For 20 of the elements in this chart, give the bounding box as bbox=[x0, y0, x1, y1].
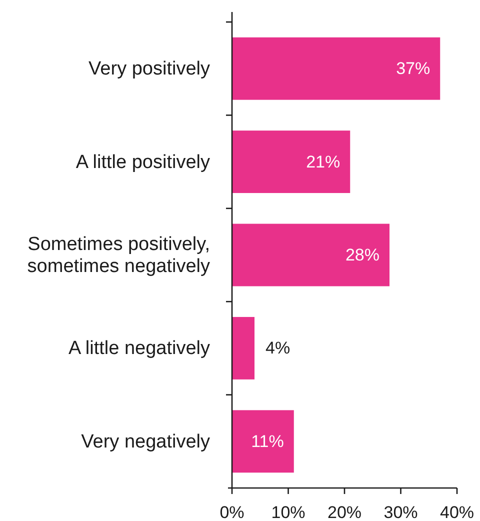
data-label: 28% bbox=[345, 246, 380, 264]
x-tick-label: 40% bbox=[440, 503, 474, 521]
y-tick-label: Very positively bbox=[88, 58, 210, 80]
y-tick-label: Sometimes positively, sometimes negatively bbox=[27, 234, 210, 276]
data-label: 4% bbox=[266, 338, 290, 358]
y-tick-label: A little positively bbox=[76, 151, 210, 172]
bar bbox=[232, 224, 390, 286]
data-label: 21% bbox=[306, 152, 340, 172]
data-label: 11% bbox=[251, 432, 284, 451]
x-tick-label: 20% bbox=[327, 503, 362, 521]
bar bbox=[232, 130, 350, 194]
x-tick-label: 0% bbox=[220, 503, 244, 521]
data-label: 37% bbox=[396, 59, 430, 78]
bar bbox=[232, 316, 254, 380]
y-tick-label: Very negatively bbox=[81, 430, 210, 452]
x-tick-label: 30% bbox=[384, 503, 418, 521]
x-tick-label: 10% bbox=[271, 503, 306, 521]
y-tick-label: A little negatively bbox=[68, 338, 210, 359]
bar bbox=[232, 410, 294, 473]
bar bbox=[232, 37, 440, 100]
